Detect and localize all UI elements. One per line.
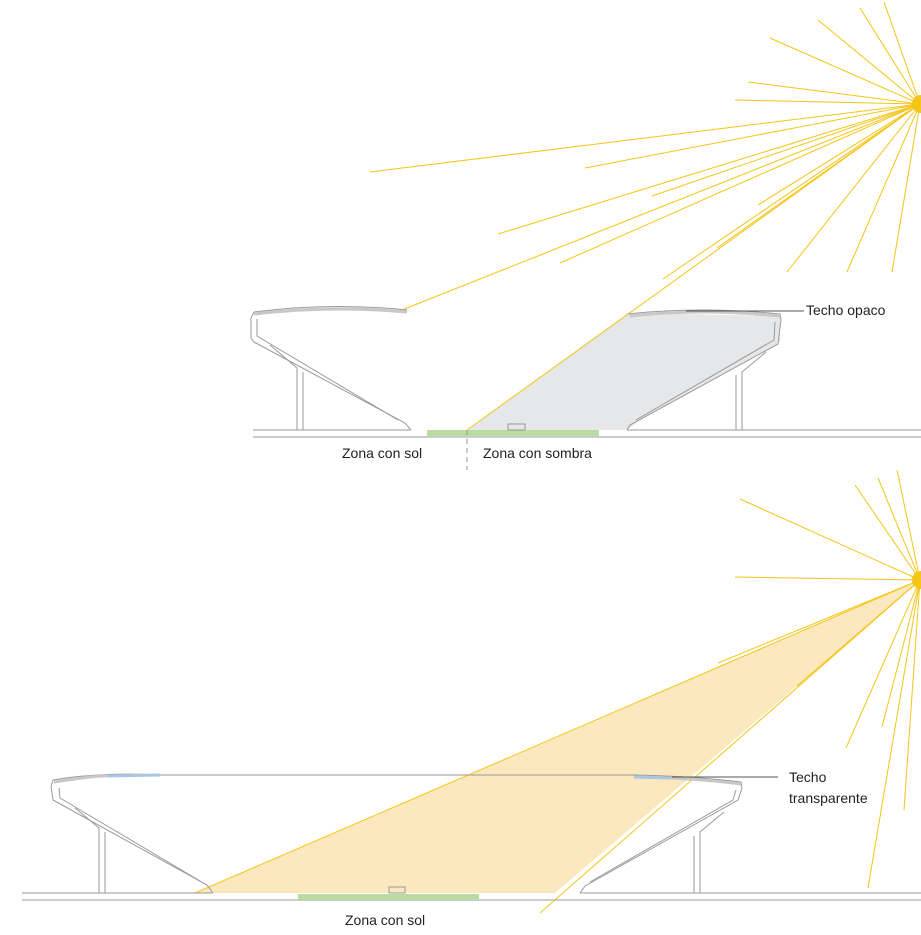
label-roof-bottom-line2: transparente (789, 790, 868, 806)
right-roof-top (629, 310, 781, 318)
bottom-diagram: Zona con sol Techo transparente (22, 469, 921, 928)
sun-rays-bottom (194, 469, 921, 914)
label-roof-bottom-line1: Techo (789, 769, 827, 785)
label-sun-zone-bottom: Zona con sol (345, 912, 425, 928)
goal-top (507, 423, 526, 431)
label-shadow-zone-top: Zona con sombra (483, 445, 592, 461)
shadow-area (467, 313, 780, 430)
pitch-grass-bottom (298, 894, 479, 900)
sun-icon (912, 571, 921, 589)
sun-icon (912, 95, 921, 113)
left-roof-top (253, 307, 408, 316)
right-glass-bottom (633, 775, 671, 780)
right-stand-top (626, 309, 782, 431)
left-stand-bottom (50, 773, 214, 894)
label-sun-zone-top: Zona con sol (342, 445, 422, 461)
goal-bottom (388, 886, 406, 894)
sun-rays-top (369, 1, 921, 431)
ground-top (253, 429, 921, 438)
right-stand-bottom (579, 774, 743, 894)
pitch-grass-top (427, 430, 599, 436)
left-glass-bottom (107, 773, 161, 778)
label-roof-top: Techo opaco (806, 302, 886, 318)
right-roof-bottom (669, 776, 742, 786)
left-stand-top (250, 305, 412, 431)
top-diagram: Zona con sol Zona con sombra Techo opaco (250, 1, 921, 470)
left-roof-bottom (53, 774, 109, 784)
